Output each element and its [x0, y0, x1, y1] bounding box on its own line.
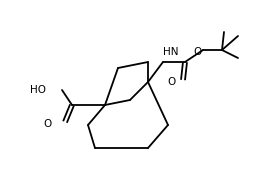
- Text: O: O: [168, 77, 176, 87]
- Text: O: O: [193, 47, 201, 57]
- Text: HO: HO: [30, 85, 46, 95]
- Text: O: O: [44, 119, 52, 129]
- Text: HN: HN: [163, 47, 179, 57]
